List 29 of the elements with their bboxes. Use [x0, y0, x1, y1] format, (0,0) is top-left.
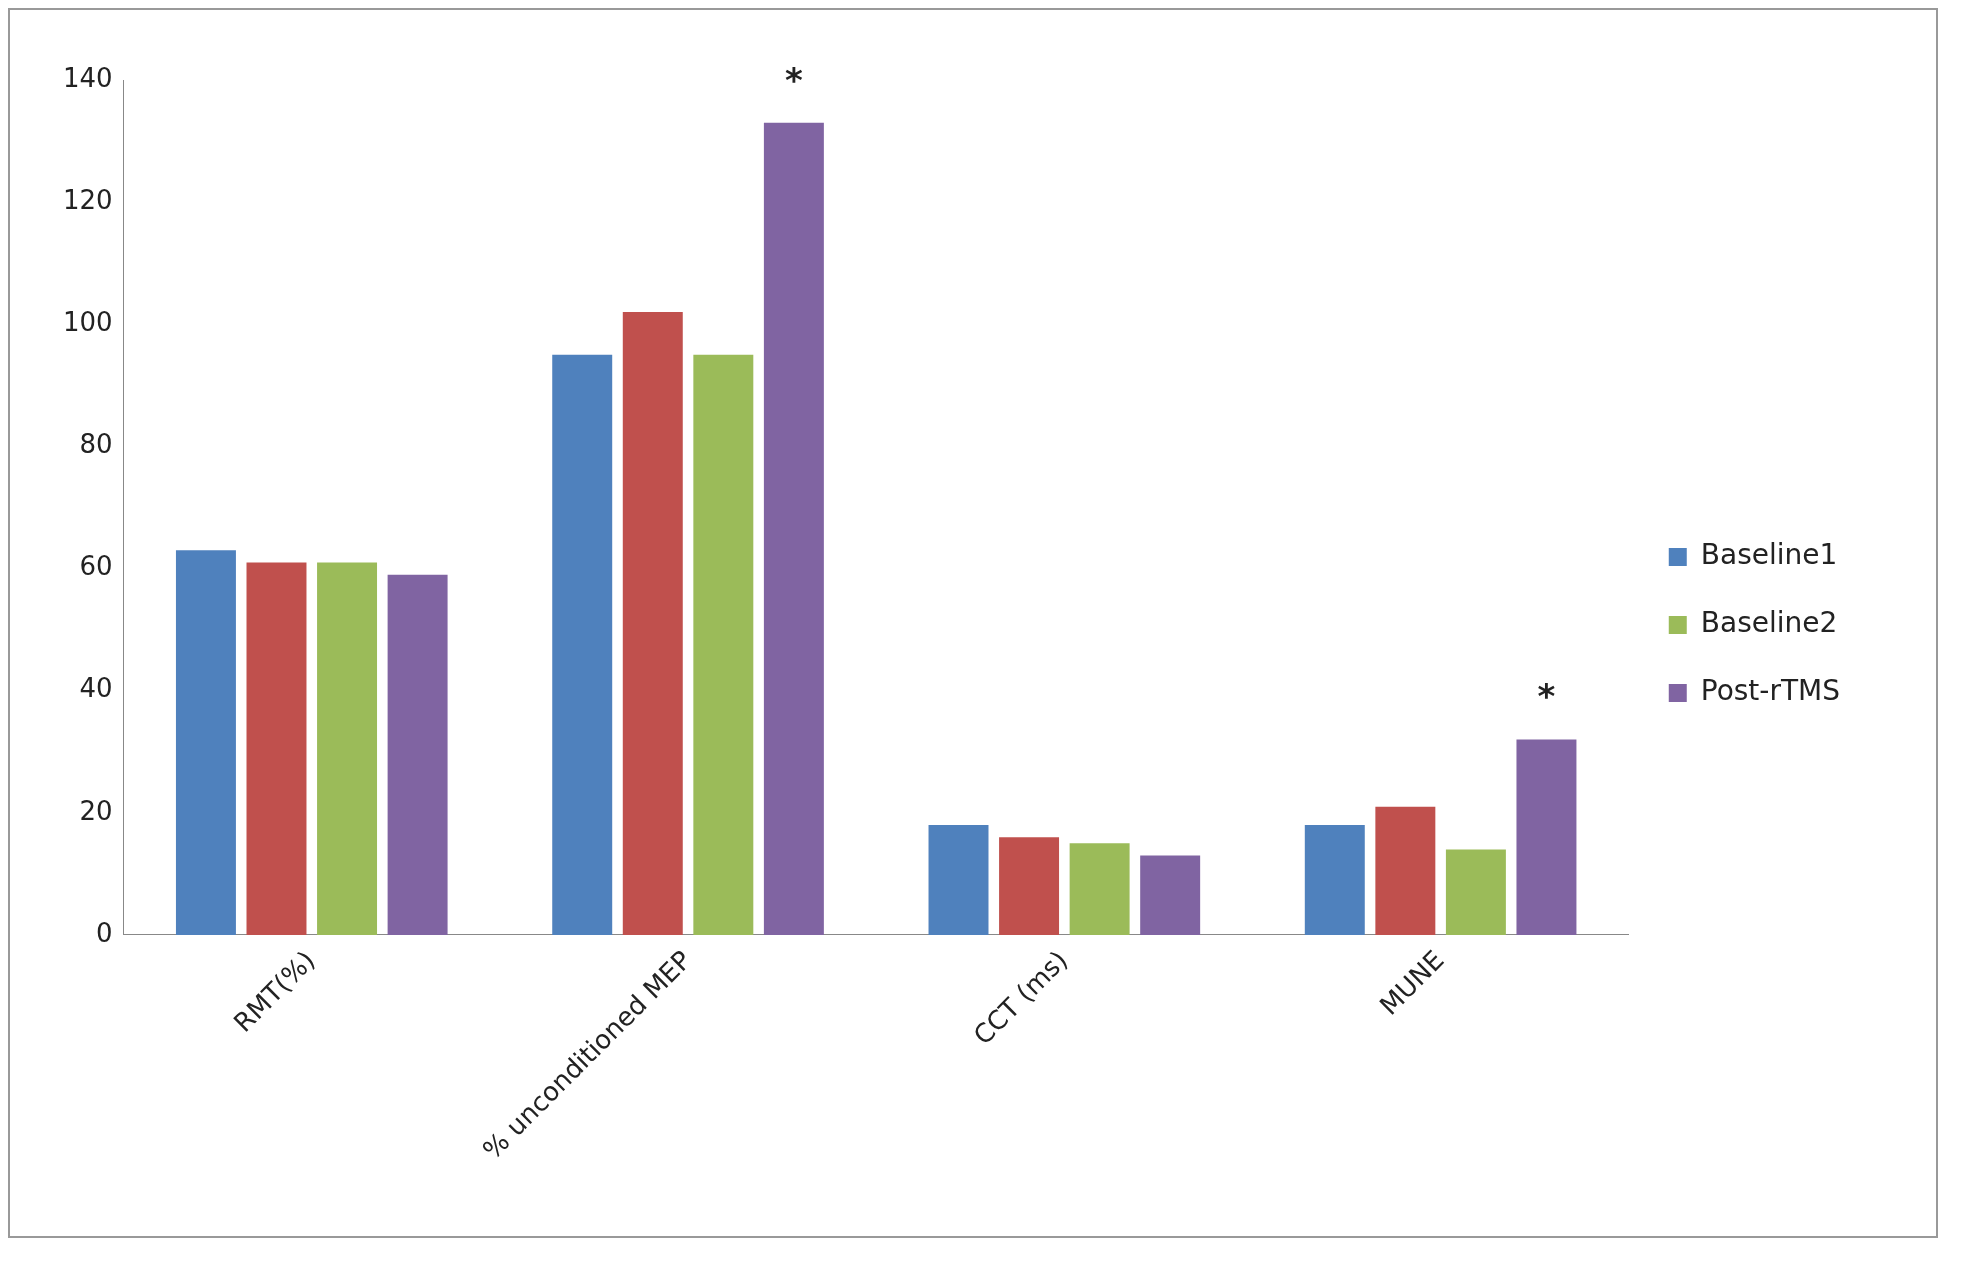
y-tick-label: 20 — [79, 795, 113, 826]
bar — [928, 825, 989, 935]
bar — [317, 562, 378, 935]
annotation: * — [784, 59, 803, 100]
y-tick-label: 140 — [62, 62, 113, 93]
bar — [175, 550, 236, 935]
bar — [999, 837, 1060, 935]
bar — [387, 574, 448, 935]
annotation: * — [1537, 676, 1556, 717]
bar — [1375, 806, 1436, 935]
y-tick-label: 60 — [79, 551, 113, 582]
bar — [763, 122, 824, 935]
y-tick-label: 80 — [79, 429, 113, 460]
bar — [1304, 825, 1365, 935]
bar — [246, 562, 307, 935]
bar — [1516, 739, 1577, 935]
y-tick-label: 100 — [62, 307, 113, 338]
bar — [552, 354, 613, 935]
legend-label: Baseline2 — [1700, 606, 1838, 640]
bar — [1140, 855, 1201, 935]
bar — [1445, 849, 1506, 935]
bar — [693, 354, 754, 935]
y-tick-label: 120 — [62, 184, 113, 215]
legend-label: Post-rTMS — [1700, 674, 1840, 708]
legend-label: Baseline1 — [1700, 538, 1838, 572]
bar — [622, 312, 683, 935]
y-tick-label: 0 — [96, 917, 113, 948]
y-tick-label: 40 — [79, 673, 113, 704]
bar — [1069, 843, 1130, 935]
